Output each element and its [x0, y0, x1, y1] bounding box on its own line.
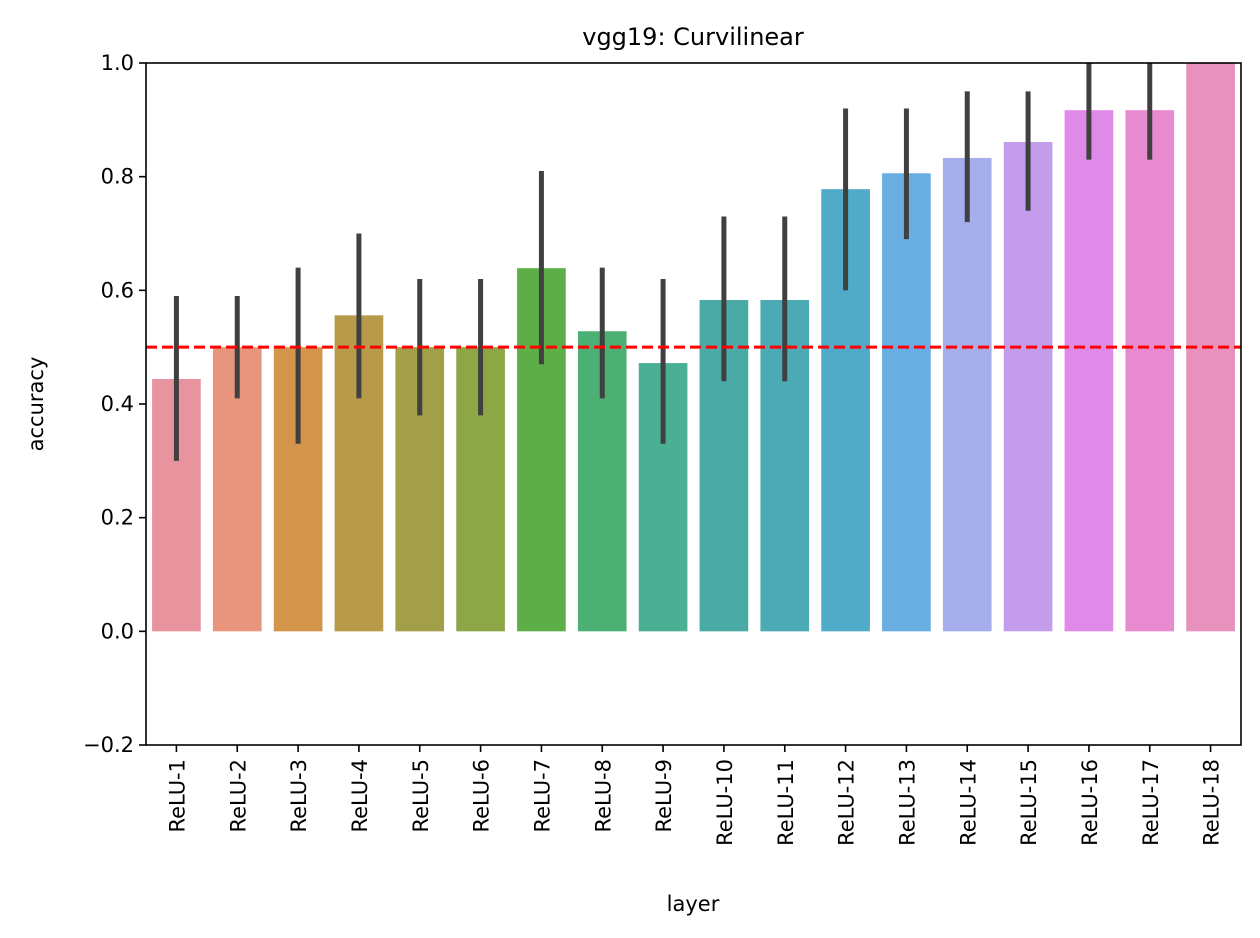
x-tick-label: ReLU-5	[409, 759, 433, 833]
bars-group	[152, 63, 1235, 632]
bar-ReLU-13	[882, 173, 931, 632]
x-tick-label: ReLU-10	[713, 759, 737, 846]
errorbars-group	[173, 63, 1153, 461]
x-axis-ticks: ReLU-1 ReLU-2 ReLU-3 ReLU-4 ReLU-5 ReLU-6 ReLU…	[165, 745, 1224, 846]
bar-ReLU-16	[1064, 110, 1114, 632]
y-tick-label: −0.2	[83, 733, 134, 757]
x-tick-label: ReLU-1	[165, 759, 189, 833]
chart-title: vgg19: Curvilinear	[582, 23, 804, 51]
y-tick-label: 0.4	[101, 392, 134, 416]
x-tick-label: ReLU-14	[956, 759, 980, 846]
x-tick-label: ReLU-17	[1139, 759, 1163, 846]
y-tick-label: 0.0	[101, 619, 134, 643]
y-axis-ticks: −0.2 0.0 0.2 0.4 0.6 0.8 1.0	[83, 51, 146, 757]
x-tick-label: ReLU-2	[226, 759, 250, 833]
y-tick-label: 0.2	[101, 506, 134, 530]
x-tick-label: ReLU-3	[287, 759, 311, 833]
x-tick-label: ReLU-11	[774, 759, 798, 846]
x-tick-label: ReLU-4	[348, 759, 372, 833]
y-tick-label: 0.8	[101, 165, 134, 189]
x-tick-label: ReLU-7	[530, 759, 554, 833]
bar-ReLU-17	[1125, 110, 1175, 632]
x-tick-label: ReLU-12	[835, 759, 859, 846]
x-tick-label: ReLU-8	[591, 759, 615, 833]
x-tick-label: ReLU-16	[1078, 759, 1102, 846]
y-tick-label: 0.6	[101, 278, 134, 302]
x-tick-label: ReLU-15	[1017, 759, 1041, 846]
bar-ReLU-14	[942, 157, 992, 632]
y-axis-label: accuracy	[24, 357, 48, 452]
x-tick-label: ReLU-9	[652, 759, 676, 833]
bar-ReLU-15	[1003, 141, 1053, 632]
x-tick-label: ReLU-18	[1200, 759, 1224, 846]
x-tick-label: ReLU-6	[470, 759, 494, 833]
x-axis-label: layer	[667, 892, 720, 916]
x-tick-label: ReLU-13	[895, 759, 919, 846]
y-tick-label: 1.0	[101, 51, 134, 75]
